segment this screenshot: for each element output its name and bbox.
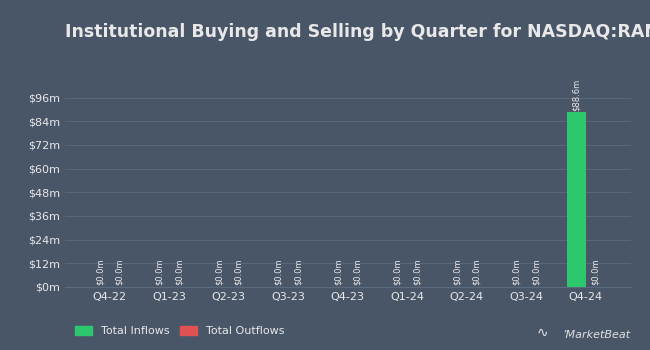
Text: $0.0m: $0.0m [512,259,521,285]
Text: $0.0m: $0.0m [472,259,481,285]
Text: $0.0m: $0.0m [174,259,183,285]
Text: $0.0m: $0.0m [155,259,164,285]
Text: $0.0m: $0.0m [96,259,105,285]
Legend: Total Inflows, Total Outflows: Total Inflows, Total Outflows [71,322,289,341]
Text: Institutional Buying and Selling by Quarter for NASDAQ:RANGU: Institutional Buying and Selling by Quar… [65,23,650,41]
Text: $0.0m: $0.0m [274,259,283,285]
Text: $0.0m: $0.0m [353,259,362,285]
Text: $0.0m: $0.0m [115,259,124,285]
Text: $0.0m: $0.0m [531,259,540,285]
Text: $0.0m: $0.0m [234,259,242,285]
Text: $0.0m: $0.0m [214,259,224,285]
Bar [567,112,586,287]
Text: $0.0m: $0.0m [591,259,600,285]
Text: $0.0m: $0.0m [333,259,343,285]
Text: $0.0m: $0.0m [293,259,302,285]
Text: ∿: ∿ [536,326,548,340]
Text: $0.0m: $0.0m [393,259,402,285]
Text: $88.6m: $88.6m [572,79,580,111]
Text: $0.0m: $0.0m [412,259,421,285]
Text: ’MarketBeat: ’MarketBeat [562,329,630,340]
Text: $0.0m: $0.0m [453,259,461,285]
